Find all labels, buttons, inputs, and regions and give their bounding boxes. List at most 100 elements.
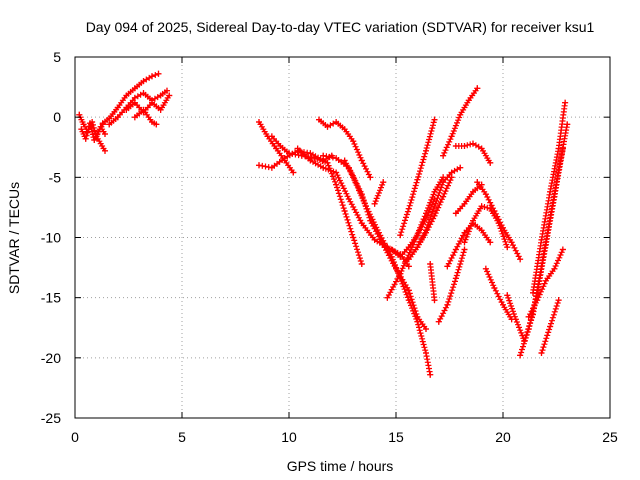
data-point bbox=[333, 119, 340, 125]
data-point bbox=[562, 99, 569, 106]
data-point bbox=[157, 92, 164, 99]
series-17 bbox=[397, 116, 438, 239]
data-point bbox=[320, 152, 327, 159]
series-32 bbox=[530, 99, 569, 296]
data-point bbox=[324, 159, 331, 166]
data-point bbox=[414, 244, 421, 251]
data-point bbox=[414, 176, 421, 183]
data-point bbox=[542, 277, 549, 284]
data-point bbox=[457, 164, 464, 171]
series-track bbox=[108, 90, 168, 126]
data-point bbox=[555, 145, 562, 152]
data-point bbox=[457, 111, 464, 118]
x-tick-label: 20 bbox=[495, 429, 511, 445]
data-point bbox=[341, 126, 348, 133]
data-point bbox=[440, 193, 447, 200]
data-point bbox=[371, 200, 378, 207]
data-point bbox=[164, 87, 170, 94]
data-point bbox=[444, 263, 451, 270]
y-axis-title: SDTVAR / TECUs bbox=[6, 182, 22, 294]
data-point bbox=[465, 97, 472, 104]
series-markers bbox=[341, 157, 434, 378]
data-point bbox=[358, 157, 365, 164]
data-point bbox=[440, 179, 447, 186]
data-point bbox=[470, 188, 476, 195]
chart-title: Day 094 of 2025, Sidereal Day-to-day VTE… bbox=[86, 19, 595, 35]
data-point bbox=[367, 174, 374, 181]
data-point bbox=[153, 121, 160, 128]
data-point bbox=[333, 181, 340, 188]
series-23 bbox=[440, 85, 481, 159]
series-markers bbox=[444, 220, 494, 270]
data-point bbox=[448, 133, 455, 140]
data-point bbox=[491, 285, 498, 291]
data-point bbox=[131, 85, 138, 92]
data-point bbox=[435, 318, 442, 325]
data-point bbox=[333, 155, 340, 162]
series-24 bbox=[452, 140, 494, 166]
data-point bbox=[547, 323, 554, 330]
data-point bbox=[427, 261, 434, 267]
data-point bbox=[478, 145, 485, 152]
series-9 bbox=[268, 133, 365, 267]
series-14 bbox=[371, 179, 387, 207]
data-point bbox=[517, 256, 524, 263]
series-12 bbox=[341, 157, 434, 378]
data-point bbox=[114, 114, 121, 121]
data-point bbox=[82, 135, 89, 142]
data-point bbox=[131, 114, 138, 121]
y-tick-label: -5 bbox=[49, 169, 62, 185]
data-point bbox=[307, 150, 314, 157]
data-point bbox=[423, 147, 429, 154]
x-tick-label: 25 bbox=[602, 429, 618, 445]
series-33 bbox=[538, 297, 562, 356]
data-point bbox=[155, 70, 162, 77]
data-point bbox=[397, 253, 404, 260]
data-point bbox=[350, 234, 357, 241]
data-point bbox=[358, 261, 365, 267]
grid bbox=[75, 57, 610, 418]
series-markers bbox=[316, 116, 374, 181]
data-point bbox=[277, 143, 284, 149]
data-point bbox=[123, 106, 130, 113]
data-point bbox=[320, 164, 327, 171]
data-point bbox=[500, 301, 506, 308]
data-point bbox=[388, 246, 395, 253]
data-point bbox=[290, 169, 297, 176]
series-markers bbox=[530, 99, 569, 296]
series-28 bbox=[482, 265, 515, 323]
y-tick-label: -20 bbox=[41, 350, 61, 366]
data-point bbox=[405, 256, 412, 263]
data-point bbox=[397, 270, 404, 277]
data-point bbox=[140, 106, 147, 113]
series-markers bbox=[371, 179, 387, 207]
data-point bbox=[371, 236, 378, 243]
data-point bbox=[440, 152, 447, 159]
axes: 0 5 10 15 20 25 5 0 -5 -10 -15 -20 -25 bbox=[41, 49, 618, 445]
data-point bbox=[106, 121, 113, 128]
data-point bbox=[461, 246, 468, 253]
data-point bbox=[380, 179, 387, 186]
data-point bbox=[470, 217, 476, 224]
data-point bbox=[324, 123, 331, 130]
data-point bbox=[140, 78, 147, 85]
series-markers bbox=[427, 261, 438, 304]
data-point bbox=[414, 318, 421, 325]
series-34 bbox=[525, 246, 566, 320]
data-point bbox=[102, 147, 108, 154]
series-1 bbox=[78, 120, 106, 143]
data-point bbox=[444, 301, 451, 308]
series-markers bbox=[482, 265, 515, 323]
data-point bbox=[525, 313, 532, 320]
series-20 bbox=[427, 261, 438, 304]
data-point bbox=[333, 169, 340, 176]
data-point bbox=[431, 203, 438, 210]
data-point bbox=[93, 133, 100, 140]
data-point bbox=[350, 138, 357, 145]
data-point bbox=[423, 326, 429, 332]
data-point bbox=[452, 246, 459, 253]
data-point bbox=[405, 263, 412, 270]
series-13 bbox=[316, 116, 374, 181]
series-7 bbox=[256, 119, 297, 176]
